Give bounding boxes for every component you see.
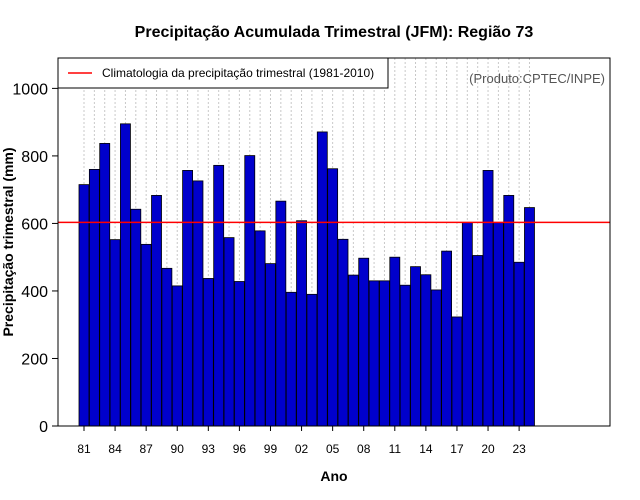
x-tick-label: 84	[108, 442, 122, 456]
bar-1990	[171, 285, 183, 427]
bar-1994	[213, 164, 225, 427]
bar-2022	[503, 195, 515, 427]
bar-2006	[337, 238, 349, 427]
bar-2001	[285, 291, 297, 427]
x-tick-label: 96	[233, 442, 247, 456]
bar-2009	[368, 280, 380, 427]
bar-1995	[223, 237, 235, 427]
bar-2013	[410, 266, 421, 427]
bar-2018	[461, 222, 473, 427]
bar-1997	[244, 155, 256, 427]
bar-2010	[379, 280, 390, 427]
bar-1996	[233, 281, 245, 427]
x-tick-label: 08	[357, 442, 371, 456]
bar-1993	[202, 278, 214, 427]
y-tick-label: 600	[21, 216, 48, 233]
bar-2024	[524, 207, 535, 427]
bar-1983	[99, 143, 111, 427]
bar-2021	[492, 222, 504, 427]
bar-1998	[254, 230, 266, 427]
bar-2004	[316, 131, 328, 427]
x-tick-label: 14	[419, 442, 433, 456]
legend-label: Climatologia da precipitação trimestral …	[102, 66, 374, 80]
x-tick-label: 02	[295, 442, 309, 456]
x-tick-label: 11	[389, 442, 402, 456]
bar-1988	[151, 195, 162, 427]
x-tick-label: 99	[264, 442, 278, 456]
bar-2011	[389, 256, 401, 427]
bar-2002	[296, 220, 307, 427]
y-tick-label: 400	[21, 284, 48, 301]
bar-1989	[161, 267, 173, 427]
x-tick-label: 87	[139, 442, 153, 456]
bar-1987	[140, 243, 152, 427]
bar-2023	[513, 261, 525, 427]
y-tick-label: 0	[39, 419, 48, 436]
bar-2014	[420, 274, 432, 427]
bar-2008	[358, 257, 370, 427]
x-axis: 81 84 87 90 93 96 99 02 05 08 11 14 17 20 23	[77, 426, 526, 456]
bar-2020	[482, 170, 494, 427]
bar-1991	[182, 170, 194, 427]
bar-2016	[441, 250, 453, 427]
x-axis-label: Ano	[320, 468, 347, 484]
bar-2000	[275, 200, 287, 427]
bar-1981	[78, 184, 90, 427]
chart-title: Precipitação Acumulada Trimestral (JFM):…	[135, 24, 534, 41]
y-tick-label: 200	[21, 351, 48, 368]
bar-2015	[430, 289, 442, 427]
bar-1992	[192, 180, 204, 427]
bar-1999	[265, 263, 276, 427]
bar-2019	[472, 255, 484, 427]
x-tick-label: 93	[202, 442, 216, 456]
x-tick-label: 20	[481, 442, 495, 456]
bar-1984	[109, 239, 121, 427]
bars-group	[78, 123, 535, 427]
legend-box	[57, 57, 389, 89]
x-tick-label: 81	[77, 442, 91, 456]
y-tick-label: 1000	[12, 81, 48, 98]
y-axis-label: Precipitação trimestral (mm)	[0, 147, 16, 336]
bar-1982	[88, 169, 100, 427]
bar-2017	[451, 316, 463, 427]
y-axis: 0 200 400 600 800 1000	[12, 81, 58, 436]
bar-1985	[120, 123, 131, 427]
x-tick-label: 17	[450, 442, 464, 456]
x-tick-label: 05	[326, 442, 340, 456]
legend: Climatologia da precipitação trimestral …	[57, 57, 389, 89]
bar-2007	[347, 274, 359, 427]
bar-2005	[327, 168, 339, 427]
x-tick-label: 90	[171, 442, 185, 456]
bar-2012	[399, 284, 411, 427]
bar-2003	[306, 293, 318, 427]
y-tick-label: 800	[21, 149, 48, 166]
product-credit: (Produto:CPTEC/INPE)	[469, 71, 605, 86]
x-tick-label: 23	[512, 442, 526, 456]
bar-1986	[130, 208, 142, 427]
